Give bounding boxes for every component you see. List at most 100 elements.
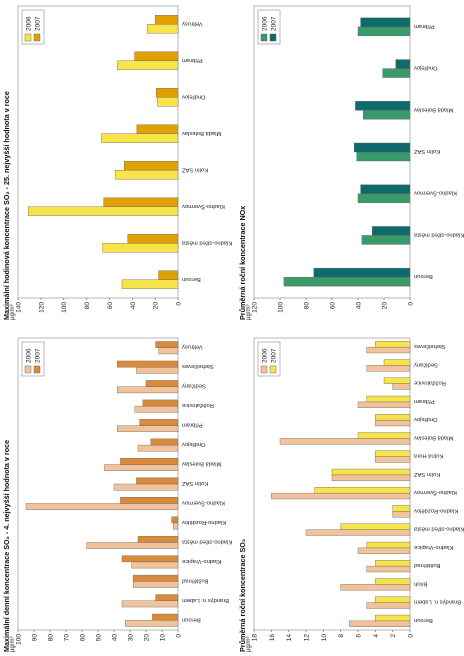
category-label: Sedlčany: [414, 361, 438, 367]
bar-2007: [392, 505, 411, 512]
bar-2007: [136, 124, 179, 134]
bar-2007: [103, 197, 179, 207]
category-label: Mladá Boleslav: [414, 106, 453, 112]
category-label: Veltrusy: [182, 344, 203, 350]
category-label: Kladno-střed města: [413, 526, 464, 532]
bar-2007: [156, 88, 179, 98]
bar-2006: [137, 444, 179, 452]
bar-2007: [372, 226, 411, 236]
bar-2006: [279, 438, 411, 445]
y-tick-label: 100: [16, 634, 23, 645]
category-label: Ondřejov: [414, 65, 438, 71]
y-tick-label: 20: [144, 634, 151, 642]
bar-2006: [25, 503, 179, 510]
category-label: Ondřejov: [414, 416, 438, 422]
bar-2006: [102, 243, 179, 253]
bar-2007: [155, 594, 179, 601]
category-label: Ondřejov: [182, 441, 206, 447]
bar-2007: [142, 399, 179, 407]
bar-2006: [382, 68, 411, 78]
bar-2006: [392, 383, 411, 390]
bar-2006: [361, 235, 411, 245]
legend-swatch: [33, 365, 41, 374]
category-label: Sedlčany: [182, 383, 206, 389]
y-tick-label: 80: [304, 302, 311, 310]
bar-2007: [313, 267, 411, 278]
bar-2007: [116, 360, 179, 368]
bar-2006: [131, 561, 179, 569]
category-label: Kladno-Rozdělov: [182, 519, 226, 525]
y-tick-label: 20: [153, 302, 160, 310]
bar-2007: [152, 613, 179, 621]
bar-2007: [355, 101, 411, 111]
y-tick-label: 50: [96, 634, 103, 642]
y-tick-label: 80: [48, 634, 55, 642]
bar-2006: [172, 522, 179, 530]
bar-2006: [114, 170, 179, 180]
legend-label: 2006: [26, 348, 33, 363]
bar-2007: [395, 59, 411, 69]
y-tick-label: 70: [64, 634, 71, 642]
category-label: Rožďalovice: [182, 402, 214, 408]
y-tick-label: 8: [338, 634, 345, 638]
y-tick-label: 120: [252, 302, 259, 313]
legend-swatch: [269, 365, 277, 374]
y-tick-label: 100: [278, 302, 285, 313]
category-label: Kolín SAZ: [182, 166, 209, 172]
bar-2006: [157, 97, 179, 107]
legend-swatch: [33, 33, 41, 42]
legend-label: 2007: [271, 16, 278, 31]
chart-nox-annual-mean: Průměrná roční koncentrace NOx 0 20 40 60 80…: [236, 0, 464, 324]
category-label: Beroun: [414, 273, 433, 279]
bar-2007: [136, 477, 179, 485]
y-tick-label: 20: [382, 302, 389, 310]
legend-swatch: [24, 365, 32, 374]
y-tick-label: 100: [61, 302, 68, 313]
category-label: Kladno-střed města: [413, 231, 464, 237]
y-tick-label: 30: [128, 634, 135, 642]
category-label: Brloh: [414, 580, 428, 586]
bar-2007: [314, 487, 411, 494]
bar-2006: [366, 565, 411, 573]
legend-swatch: [24, 33, 32, 42]
y-tick-label: 120: [38, 302, 45, 313]
bar-2006: [366, 365, 411, 372]
bar-2007: [375, 414, 411, 421]
chart-so2-hourly-max: Maximální hodinová koncentrace SO₂ - 25.…: [0, 0, 232, 324]
bar-2007: [154, 15, 179, 25]
category-label: Kolín SAZ: [414, 471, 441, 477]
category-label: Buštěhrad: [182, 577, 208, 583]
y-tick-label: 2: [390, 634, 397, 638]
bar-2007: [375, 450, 411, 457]
y-tick-label: 4: [373, 634, 380, 638]
category-label: Kladno-střed města: [181, 538, 232, 544]
bar-2006: [366, 346, 411, 354]
category-label: Kolín SAZ: [182, 480, 209, 486]
bar-2007: [171, 516, 179, 524]
bar-2006: [349, 620, 411, 627]
category-label: Rožďalovice: [414, 380, 446, 386]
category-label: Příbram: [414, 398, 435, 404]
category-label: Kladno-Švermov: [414, 190, 457, 197]
bar-2006: [86, 542, 179, 549]
y-tick-label: 10: [321, 634, 328, 642]
y-axis-label: μg/m³: [246, 637, 252, 652]
chart-so2-daily-max: Maximální denní koncentrace SO₂ - 4. nej…: [0, 332, 232, 656]
bar-2006: [113, 483, 179, 491]
category-label: Beroun: [414, 617, 433, 623]
bar-2007: [139, 419, 179, 426]
bar-2006: [362, 110, 411, 120]
bar-2006: [121, 600, 179, 608]
bar-2007: [357, 432, 411, 439]
category-label: Stehelčeves: [182, 363, 214, 369]
legend-swatch: [269, 33, 277, 42]
category-label: Brandýs n. Labem: [182, 597, 229, 603]
bar-2007: [383, 377, 411, 384]
y-tick-label: 60: [330, 302, 337, 310]
bar-2007: [375, 560, 411, 567]
bar-2007: [360, 184, 411, 194]
legend-label: 2006: [26, 16, 33, 31]
bar-2006: [271, 492, 411, 500]
y-tick-label: 90: [32, 634, 39, 642]
bar-2007: [150, 438, 179, 446]
